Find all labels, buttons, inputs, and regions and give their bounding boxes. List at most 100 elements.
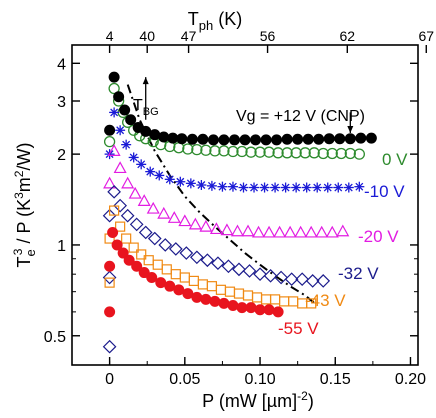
y-tick-label: 0.5 bbox=[44, 329, 66, 346]
series--32-v bbox=[102, 184, 331, 354]
y-tick-label: 3 bbox=[57, 94, 66, 111]
data-point bbox=[182, 143, 194, 155]
data-point bbox=[200, 253, 215, 268]
data-point bbox=[121, 233, 132, 244]
x-tick-label: 0.10 bbox=[244, 371, 275, 388]
data-point bbox=[129, 217, 144, 232]
data-point bbox=[175, 176, 186, 187]
data-point bbox=[125, 114, 137, 126]
data-point bbox=[230, 224, 244, 237]
data-point bbox=[273, 225, 287, 238]
data-point bbox=[109, 205, 120, 216]
annotation-tbg: TBG bbox=[133, 97, 159, 118]
data-point bbox=[354, 181, 365, 192]
data-point bbox=[158, 238, 173, 252]
data-point bbox=[146, 201, 160, 214]
data-point bbox=[334, 133, 346, 145]
data-point bbox=[103, 176, 117, 189]
data-point bbox=[146, 272, 158, 283]
data-point bbox=[131, 260, 143, 272]
data-point bbox=[251, 292, 263, 303]
data-point bbox=[113, 91, 125, 103]
data-point bbox=[211, 256, 225, 271]
data-point bbox=[128, 152, 139, 163]
data-point bbox=[197, 133, 209, 145]
data-point bbox=[152, 259, 163, 270]
data-point bbox=[301, 182, 312, 193]
data-point bbox=[218, 297, 230, 309]
plot-frame bbox=[71, 44, 419, 366]
x-tick-label: 0.20 bbox=[395, 371, 426, 388]
data-point bbox=[145, 166, 156, 177]
data-point bbox=[115, 221, 126, 232]
data-point bbox=[173, 142, 185, 154]
data-point bbox=[196, 180, 207, 191]
data-point bbox=[102, 208, 117, 223]
data-point bbox=[107, 144, 121, 156]
series-label: -43 V bbox=[305, 291, 346, 310]
data-point bbox=[245, 146, 257, 158]
data-point bbox=[228, 134, 240, 146]
data-point bbox=[260, 294, 272, 305]
data-point bbox=[353, 148, 365, 160]
data-point bbox=[292, 133, 304, 145]
data-point bbox=[279, 296, 290, 307]
data-point bbox=[290, 147, 302, 159]
data-point bbox=[128, 242, 139, 253]
data-point bbox=[207, 134, 219, 146]
data-point bbox=[315, 225, 329, 238]
data-point bbox=[104, 124, 116, 136]
data-point bbox=[217, 181, 228, 192]
data-point bbox=[164, 174, 175, 185]
data-point bbox=[336, 224, 350, 237]
data-point bbox=[271, 134, 283, 146]
data-point bbox=[263, 146, 275, 158]
data-point bbox=[218, 134, 230, 146]
data-point bbox=[312, 182, 323, 193]
data-point bbox=[186, 133, 198, 145]
data-point bbox=[173, 284, 185, 296]
data-point bbox=[102, 270, 117, 285]
top-tick-label: 56 bbox=[260, 28, 276, 44]
data-point bbox=[232, 262, 246, 277]
x-tick-label: 0.15 bbox=[320, 371, 351, 388]
y-tick-label: 1 bbox=[57, 238, 66, 255]
data-point bbox=[111, 239, 123, 251]
data-point bbox=[283, 225, 297, 238]
data-point bbox=[317, 147, 329, 160]
data-point bbox=[233, 288, 245, 299]
data-point bbox=[299, 147, 311, 159]
data-point bbox=[104, 260, 116, 272]
data-point bbox=[242, 290, 254, 301]
data-point bbox=[102, 339, 117, 354]
data-point bbox=[227, 299, 239, 311]
data-point bbox=[236, 145, 248, 158]
data-point bbox=[259, 182, 270, 193]
series-label: -32 V bbox=[338, 264, 379, 283]
data-point bbox=[245, 302, 257, 314]
top-tick-label: 47 bbox=[181, 28, 197, 44]
data-point bbox=[182, 288, 194, 300]
data-point bbox=[149, 129, 161, 141]
data-point bbox=[104, 277, 115, 288]
data-point bbox=[191, 143, 203, 156]
top-tick-label: 62 bbox=[340, 28, 356, 44]
annotation-vg: Vg = +12 V (CNP) bbox=[236, 108, 365, 125]
data-point bbox=[121, 139, 132, 150]
data-point bbox=[333, 182, 344, 193]
data-point bbox=[274, 270, 288, 285]
data-point bbox=[241, 224, 255, 237]
data-point bbox=[209, 295, 221, 307]
data-point bbox=[269, 294, 281, 305]
top-tick-label: 4 bbox=[106, 28, 114, 44]
data-point bbox=[254, 304, 266, 316]
x-tick-label: 0.05 bbox=[169, 371, 200, 388]
data-point bbox=[155, 277, 167, 289]
data-point bbox=[325, 225, 339, 238]
series--55-v bbox=[104, 226, 284, 318]
data-point bbox=[168, 242, 183, 256]
data-point bbox=[280, 182, 291, 193]
data-point bbox=[200, 144, 212, 156]
series--12-v-cnp- bbox=[104, 71, 377, 146]
